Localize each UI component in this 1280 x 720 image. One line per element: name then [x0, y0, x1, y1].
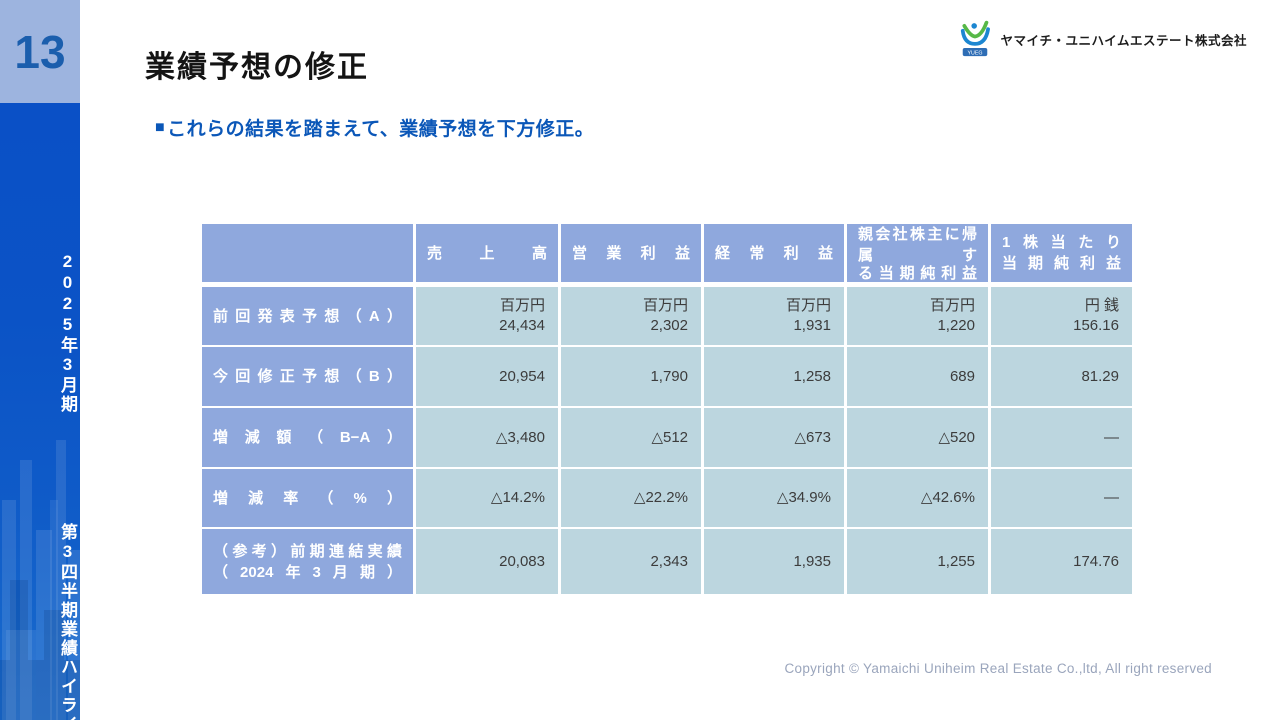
forecast-table: 売上高 営業利益 経常利益 親会社株主に帰属す る当期純利益 1株当たり 当期純…: [202, 224, 1136, 594]
company-name: ヤマイチ・ユニハイムエステート株式会社: [1000, 33, 1247, 48]
cell-value: 1,931: [793, 317, 831, 334]
cell-unit: 百万円: [642, 297, 688, 314]
table-cell: 20,954: [416, 347, 558, 406]
row-label-revised-forecast: 今回修正予想（B）: [202, 347, 413, 406]
cell-value: △14.2%: [490, 489, 545, 506]
table-cell: 円 銭 156.16: [991, 287, 1132, 345]
bullet-square-icon: ■: [155, 118, 166, 136]
table-cell: 2,343: [561, 529, 701, 594]
table-cell: 1,255: [847, 529, 988, 594]
table-cell: ―: [991, 408, 1132, 467]
table-cell: 174.76: [991, 529, 1132, 594]
cell-value: 156.16: [1073, 317, 1119, 334]
cell-value: 20,954: [499, 367, 545, 385]
table-cell: △14.2%: [416, 469, 558, 527]
cell-unit: 百万円: [785, 297, 831, 314]
cell-value: 1,255: [937, 552, 975, 570]
table-cell: △34.9%: [704, 469, 844, 527]
table-cell: 1,790: [561, 347, 701, 406]
table-cell: △520: [847, 408, 988, 467]
cell-value: ―: [1104, 428, 1119, 446]
sidebar: 2025年3月期 第3四半期業績ハイライト: [0, 103, 80, 720]
key-message-text: これらの結果を踏まえて、業績予想を下方修正。: [167, 119, 595, 140]
row-label-previous-forecast: 前回発表予想（A）: [202, 287, 413, 345]
sidebar-vertical-text-period: 2025年3月期: [58, 251, 77, 414]
slide-title: 業績予想の修正: [145, 51, 369, 84]
company-brand: YUEG ヤマイチ・ユニハイムエステート株式会社: [957, 20, 1247, 58]
cell-value: △42.6%: [920, 489, 975, 506]
cell-value: △22.2%: [633, 489, 688, 506]
cell-value: 1,935: [793, 552, 831, 570]
cell-value: 1,258: [793, 367, 831, 385]
sidebar-vertical-text-subtitle: 第3四半期業績ハイライト: [58, 523, 77, 720]
table-cell: △22.2%: [561, 469, 701, 527]
cell-value: 20,083: [499, 552, 545, 570]
cell-value: 174.76: [1073, 552, 1119, 570]
copyright-text: Copyright © Yamaichi Uniheim Real Estate…: [784, 661, 1212, 676]
logo-text: YUEG: [968, 50, 983, 56]
column-header-eps: 1株当たり 当期純利益: [991, 224, 1132, 285]
table-cell: 1,935: [704, 529, 844, 594]
cell-value: 1,220: [937, 317, 975, 334]
page-number-block: 13: [0, 0, 80, 103]
table-cell: ―: [991, 469, 1132, 527]
row-label-prior-year-actual: （参考）前期連結実績 （2024年3月期）: [202, 529, 413, 594]
cell-value: 24,434: [499, 317, 545, 334]
cell-value: 2,302: [650, 317, 688, 334]
cell-value: △34.9%: [776, 489, 831, 506]
table-cell: 81.29: [991, 347, 1132, 406]
cell-unit: 百万円: [929, 297, 975, 314]
table-cell: 百万円 1,931: [704, 287, 844, 345]
column-header-net-sales: 売上高: [416, 224, 558, 285]
column-header-profit-attributable-to-owners: 親会社株主に帰属す る当期純利益: [847, 224, 988, 285]
table-cell: 百万円 24,434: [416, 287, 558, 345]
cell-unit: 円 銭: [1084, 297, 1119, 314]
column-header-operating-profit: 営業利益: [561, 224, 701, 285]
table-cell: 20,083: [416, 529, 558, 594]
city-skyline-image: [0, 440, 80, 720]
row-label-change-rate: 増減率（%）: [202, 469, 413, 527]
table-cell: △3,480: [416, 408, 558, 467]
table-cell: 1,258: [704, 347, 844, 406]
table-cell: 百万円 2,302: [561, 287, 701, 345]
page-number: 13: [14, 25, 66, 78]
cell-value: 2,343: [650, 552, 688, 570]
table-cell: △512: [561, 408, 701, 467]
key-message: ■ これらの結果を踏まえて、業績予想を下方修正。: [155, 114, 594, 141]
table-cell: △42.6%: [847, 469, 988, 527]
company-logo-icon: YUEG: [961, 20, 991, 56]
column-header-ordinary-profit: 経常利益: [704, 224, 844, 285]
table-corner-cell: [202, 224, 413, 285]
cell-value: △3,480: [495, 428, 545, 446]
cell-value: 689: [949, 367, 975, 385]
cell-value: 1,790: [650, 367, 688, 385]
cell-value: ―: [1104, 489, 1119, 506]
table-cell: 百万円 1,220: [847, 287, 988, 345]
cell-unit: 百万円: [499, 297, 545, 314]
table-cell: △673: [704, 408, 844, 467]
cell-value: △673: [794, 428, 831, 446]
cell-value: △520: [938, 428, 975, 446]
table-cell: 689: [847, 347, 988, 406]
row-label-change-amount: 増減額（B−A）: [202, 408, 413, 467]
cell-value: △512: [651, 428, 688, 446]
cell-value: 81.29: [1081, 367, 1119, 385]
